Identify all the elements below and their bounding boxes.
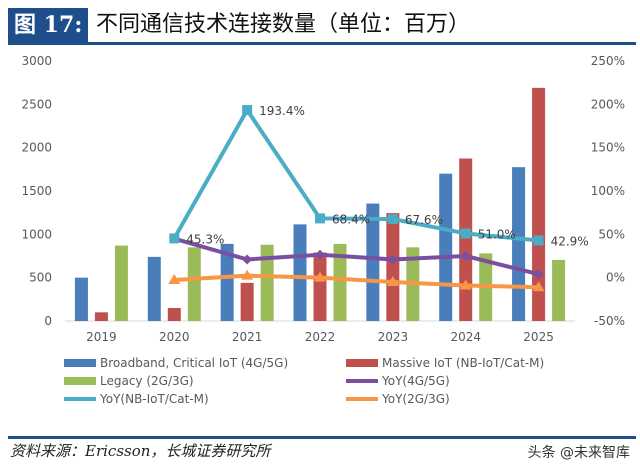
legend-item: YoY(2G/3G) — [346, 392, 450, 406]
left-tick-label: 2500 — [21, 97, 52, 111]
left-tick-label: 1000 — [21, 227, 52, 241]
data-label: 42.9% — [551, 234, 589, 248]
legend-item: Legacy (2G/3G) — [64, 374, 194, 388]
bar-2024 — [439, 173, 453, 321]
legend-line-marker-icon — [346, 397, 378, 401]
x-tick-label: 2025 — [523, 330, 554, 344]
right-tick-label: 0% — [606, 271, 625, 285]
bar-2023 — [386, 213, 400, 321]
right-tick-label: 200% — [591, 97, 625, 111]
x-tick-label: 2024 — [450, 330, 481, 344]
divider — [8, 436, 636, 439]
x-tick-label: 2020 — [159, 330, 190, 344]
right-tick-label: 50% — [598, 227, 625, 241]
square-marker — [460, 228, 471, 239]
bar-2020 — [147, 256, 161, 321]
bar-2021 — [220, 243, 234, 321]
line-series — [173, 236, 540, 277]
data-label: 193.4% — [259, 104, 305, 118]
square-marker — [533, 235, 544, 246]
bar-2022 — [293, 224, 307, 321]
bar-2022 — [313, 252, 327, 321]
right-tick-label: 150% — [591, 141, 625, 155]
x-tick-label: 2019 — [86, 330, 117, 344]
triangle-marker — [168, 274, 181, 285]
square-marker — [387, 214, 398, 225]
figure-label: 图 17: — [8, 8, 88, 42]
right-tick-label: 100% — [591, 184, 625, 198]
bar-2021 — [260, 244, 274, 321]
bar-2025 — [532, 87, 546, 321]
legend-label: Legacy (2G/3G) — [100, 374, 194, 388]
source-note: 资料来源：Ericsson，长城证券研究所 — [10, 442, 271, 460]
left-tick-label: 2000 — [21, 141, 52, 155]
right-tick-label: -50% — [594, 314, 625, 328]
left-tick-label: 3000 — [21, 54, 52, 68]
bar-2021 — [240, 282, 254, 321]
figure-title: 不同通信技术连接数量（单位：百万） — [96, 12, 471, 37]
legend-item: Broadband, Critical IoT (4G/5G) — [64, 356, 288, 370]
legend-label: YoY(4G/5G) — [382, 374, 450, 388]
legend-swatch — [346, 359, 378, 367]
data-label: 51.0% — [478, 227, 516, 241]
data-label: 45.3% — [186, 232, 224, 246]
line-series — [172, 108, 539, 243]
triangle-marker — [241, 269, 254, 280]
bar-2024 — [459, 158, 473, 321]
legend-item: YoY(4G/5G) — [346, 374, 450, 388]
triangle-marker — [386, 276, 399, 286]
data-label: 68.4% — [332, 212, 370, 226]
bar-2023 — [366, 203, 380, 321]
legend-line-marker-icon — [64, 397, 96, 401]
chart: 0 500 1000 1500 2000 2500 3000 -50% 0% 50% 100% 150… — [21, 54, 625, 344]
diamond-marker — [460, 251, 471, 261]
square-marker — [169, 233, 180, 244]
data-label: 67.6% — [405, 213, 443, 227]
legend-label: Broadband, Critical IoT (4G/5G) — [100, 356, 289, 370]
x-tick-label: 2023 — [378, 330, 409, 344]
legend-item: YoY(NB-IoT/Cat-M) — [64, 392, 209, 406]
watermark: 头条 @未来智库 — [527, 445, 630, 461]
legend-swatch — [64, 359, 96, 367]
bar-2020 — [167, 308, 181, 321]
legend-label: YoY(NB-IoT/Cat-M) — [100, 392, 209, 406]
square-marker — [242, 105, 253, 116]
diamond-marker — [242, 254, 253, 265]
diamond-marker — [315, 249, 325, 260]
bar-2019 — [94, 312, 108, 321]
diamond-marker — [533, 269, 544, 280]
line-series — [174, 273, 539, 290]
diamond-marker — [387, 254, 398, 265]
triangle-marker — [532, 281, 545, 292]
legend-swatch — [64, 377, 96, 385]
legend-label: YoY(2G/3G) — [382, 392, 450, 406]
figure-header: 图 17: 不同通信技术连接数量（单位：百万） — [8, 8, 636, 45]
bar-2019 — [114, 245, 128, 321]
legend-line-marker-icon — [346, 379, 378, 383]
left-tick-label: 0 — [44, 314, 52, 328]
legend-item: Massive IoT (NB-IoT/Cat-M) — [346, 356, 544, 370]
left-tick-label: 500 — [29, 271, 52, 285]
left-tick-label: 1500 — [21, 184, 52, 198]
bar-2019 — [74, 277, 88, 321]
triangle-marker — [314, 271, 326, 282]
x-tick-label: 2022 — [305, 330, 336, 344]
bar-2025 — [512, 167, 526, 321]
bar-2020 — [187, 247, 201, 321]
x-tick-label: 2021 — [232, 330, 263, 344]
bar-2022 — [333, 243, 347, 321]
triangle-marker — [459, 279, 472, 290]
right-tick-label: 250% — [591, 54, 625, 68]
square-marker — [315, 213, 325, 224]
bar-2025 — [552, 259, 566, 321]
legend-label: Massive IoT (NB-IoT/Cat-M) — [382, 356, 545, 370]
